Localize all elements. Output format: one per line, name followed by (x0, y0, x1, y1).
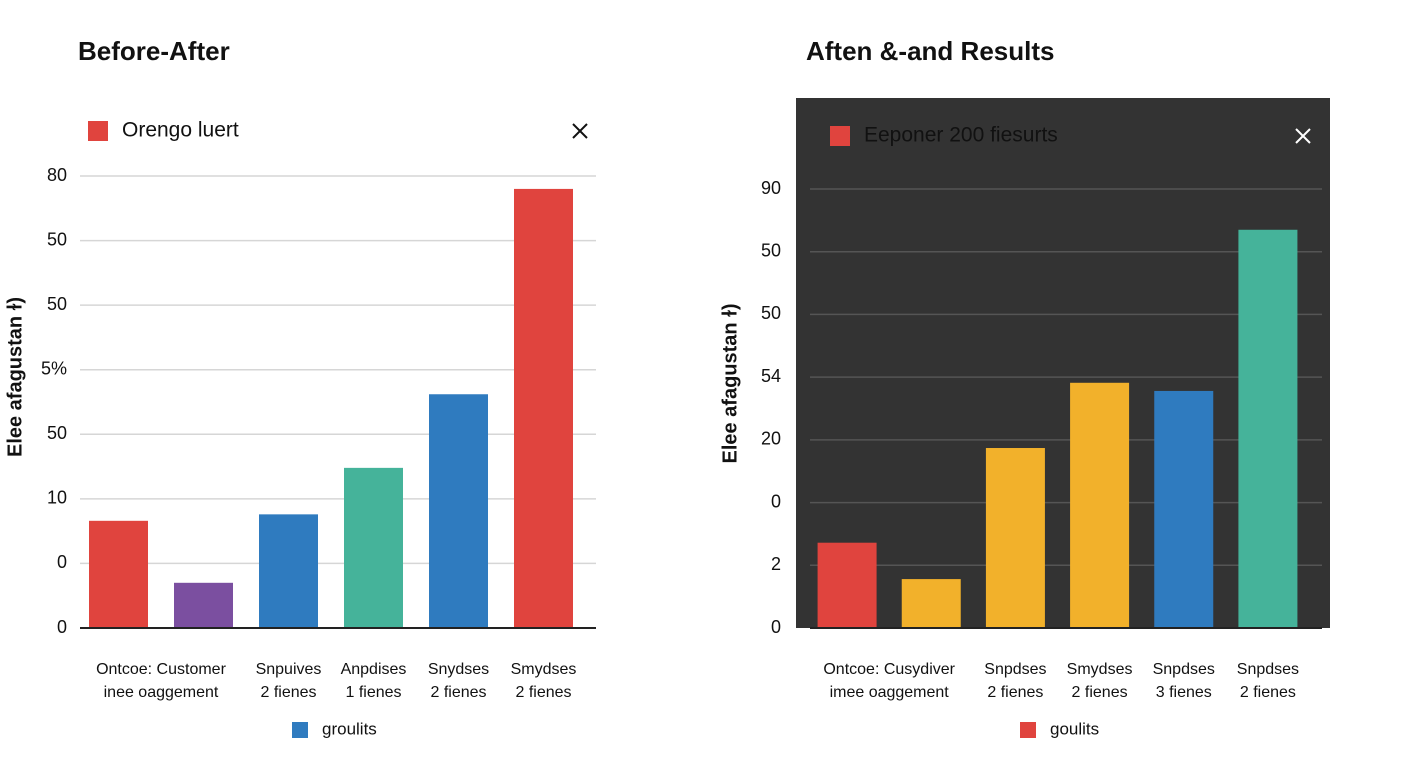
y-tick-label: 80 (47, 165, 67, 185)
y-tick-label: 50 (47, 423, 67, 443)
bar (344, 467, 403, 628)
bar (985, 448, 1045, 628)
footer-legend-label: goulits (1050, 719, 1099, 738)
chart-title: Aften &-and Results (806, 36, 1054, 66)
close-button[interactable] (1295, 128, 1311, 144)
y-tick-label: 50 (47, 229, 67, 249)
x-tick-label: 2 fienes (260, 684, 316, 701)
legend-swatch (830, 126, 850, 146)
close-button[interactable] (572, 123, 588, 139)
y-tick-label: 5% (41, 358, 67, 378)
x-tick-label: Smydses (1067, 661, 1133, 678)
y-axis-label: Elee afagustan ɫ) (4, 297, 26, 457)
y-tick-label: 54 (761, 366, 781, 386)
footer-legend-swatch (1020, 722, 1036, 738)
x-tick-label: Snpuives (256, 661, 322, 678)
x-tick-label: Snpdses (1237, 661, 1299, 678)
y-tick-label: 20 (761, 429, 781, 449)
legend-label: Eeponer 200 fiesurts (864, 124, 1058, 147)
y-axis-label: Elee afagustan ɫ) (719, 303, 741, 463)
bar (429, 394, 488, 628)
x-tick-label: Anpdises (341, 661, 407, 678)
y-tick-label: 0 (771, 491, 781, 511)
x-tick-label: Smydses (511, 661, 577, 678)
x-tick-label: 2 fienes (430, 684, 486, 701)
x-tick-label: inee oaggement (104, 684, 219, 701)
x-tick-label: 2 fienes (987, 684, 1043, 701)
bar (817, 542, 877, 628)
bar (174, 582, 233, 628)
x-tick-label: 2 fienes (1072, 684, 1128, 701)
bar (1070, 382, 1130, 628)
x-tick-label: 1 fienes (345, 684, 401, 701)
x-tick-label: Snpdses (1153, 661, 1215, 678)
x-tick-label: Snydses (428, 661, 489, 678)
footer-legend-swatch (292, 722, 308, 738)
x-tick-label: imee oaggement (830, 684, 950, 701)
y-tick-label: 0 (57, 617, 67, 637)
x-tick-label: Ontcoe: Cusydiver (823, 661, 955, 678)
y-tick-label: 50 (47, 294, 67, 314)
bar (514, 188, 573, 628)
x-tick-label: 2 fienes (515, 684, 571, 701)
bar (259, 514, 318, 628)
bar (901, 579, 961, 628)
y-tick-label: 10 (47, 488, 67, 508)
bar (1238, 229, 1298, 628)
y-tick-label: 0 (771, 617, 781, 637)
x-tick-label: 3 fienes (1156, 684, 1212, 701)
bar (89, 520, 148, 628)
footer-legend-label: groulits (322, 719, 377, 738)
y-tick-label: 50 (761, 240, 781, 260)
x-tick-label: Snpdses (984, 661, 1046, 678)
y-tick-label: 50 (761, 303, 781, 323)
y-tick-label: 0 (57, 552, 67, 572)
x-tick-label: 2 fienes (1240, 684, 1296, 701)
legend-swatch (88, 121, 108, 141)
x-tick-label: Ontcoe: Customer (96, 661, 227, 678)
bar (1154, 390, 1214, 628)
legend-label: Orengo luert (122, 119, 239, 142)
y-tick-label: 90 (761, 178, 781, 198)
chart-title: Before-After (78, 36, 230, 66)
y-tick-label: 2 (771, 554, 781, 574)
